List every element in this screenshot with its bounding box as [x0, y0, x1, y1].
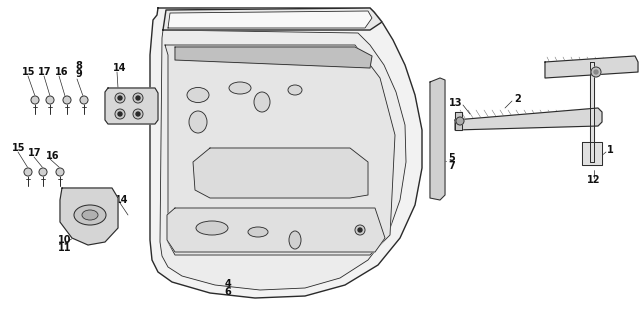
- Circle shape: [594, 70, 598, 74]
- Ellipse shape: [74, 205, 106, 225]
- Circle shape: [56, 168, 64, 176]
- Circle shape: [31, 96, 39, 104]
- Text: 15: 15: [12, 143, 26, 153]
- Circle shape: [118, 112, 122, 116]
- Polygon shape: [582, 142, 602, 165]
- Text: 7: 7: [448, 161, 455, 171]
- Ellipse shape: [196, 221, 228, 235]
- Polygon shape: [60, 188, 118, 245]
- Polygon shape: [430, 78, 445, 200]
- Text: 11: 11: [58, 243, 72, 253]
- Text: 15: 15: [22, 67, 35, 77]
- Circle shape: [24, 168, 32, 176]
- Ellipse shape: [187, 87, 209, 102]
- Circle shape: [118, 96, 122, 100]
- Polygon shape: [175, 47, 372, 68]
- Text: 10: 10: [58, 235, 72, 245]
- Polygon shape: [105, 88, 158, 124]
- Polygon shape: [150, 8, 422, 298]
- Ellipse shape: [82, 210, 98, 220]
- Ellipse shape: [189, 111, 207, 133]
- Circle shape: [133, 109, 143, 119]
- Circle shape: [133, 93, 143, 103]
- Polygon shape: [168, 11, 372, 28]
- Text: 17: 17: [28, 148, 42, 158]
- Ellipse shape: [229, 82, 251, 94]
- Ellipse shape: [288, 85, 302, 95]
- Text: 5: 5: [448, 153, 455, 163]
- Text: 17: 17: [38, 67, 51, 77]
- Polygon shape: [590, 62, 594, 162]
- Ellipse shape: [289, 231, 301, 249]
- Text: 16: 16: [46, 151, 60, 161]
- Text: 14: 14: [115, 195, 129, 205]
- Polygon shape: [160, 30, 406, 290]
- Circle shape: [456, 117, 464, 125]
- Ellipse shape: [254, 92, 270, 112]
- Polygon shape: [163, 8, 382, 30]
- Circle shape: [591, 67, 601, 77]
- Circle shape: [136, 96, 140, 100]
- Circle shape: [39, 168, 47, 176]
- Circle shape: [115, 109, 125, 119]
- Polygon shape: [165, 45, 395, 255]
- Text: 1: 1: [607, 145, 614, 155]
- Polygon shape: [167, 208, 385, 252]
- Polygon shape: [455, 108, 602, 130]
- Ellipse shape: [248, 227, 268, 237]
- Text: 2: 2: [514, 94, 521, 104]
- Text: 8: 8: [75, 61, 82, 71]
- Text: 13: 13: [449, 98, 462, 108]
- Text: 3: 3: [374, 220, 381, 230]
- Text: 4: 4: [225, 279, 232, 289]
- Circle shape: [46, 96, 54, 104]
- Polygon shape: [455, 112, 462, 130]
- Text: 14: 14: [113, 63, 127, 73]
- Text: 6: 6: [225, 287, 232, 297]
- Text: 9: 9: [75, 69, 82, 79]
- Polygon shape: [193, 148, 368, 198]
- Circle shape: [63, 96, 71, 104]
- Text: 16: 16: [55, 67, 68, 77]
- Circle shape: [358, 228, 362, 232]
- Text: 12: 12: [588, 175, 601, 185]
- Circle shape: [355, 225, 365, 235]
- Circle shape: [115, 93, 125, 103]
- Polygon shape: [545, 56, 638, 78]
- Circle shape: [80, 96, 88, 104]
- Circle shape: [136, 112, 140, 116]
